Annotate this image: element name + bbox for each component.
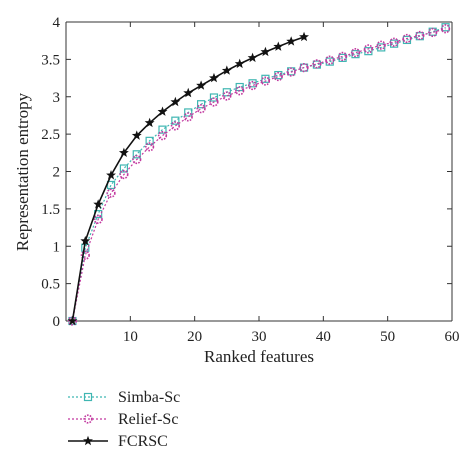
data-point-fcrsc (209, 72, 219, 83)
legend-item-fcrsc: FCRSC (68, 433, 168, 450)
data-point-fcrsc (196, 80, 207, 90)
data-point-relief-sc (389, 37, 399, 47)
data-point-relief-sc (222, 91, 232, 101)
data-point-fcrsc (273, 41, 284, 51)
data-point-relief-sc (312, 59, 322, 69)
legend-marker-relief-sc (83, 414, 93, 424)
data-point-relief-sc (428, 27, 438, 38)
data-point-relief-sc (273, 71, 283, 82)
legend-item-relief-sc: Relief-Sc (68, 411, 178, 428)
data-point-relief-sc (157, 131, 168, 141)
legend-label-simba-sc: Simba-Sc (118, 389, 180, 406)
x-axis-label: Ranked features (204, 347, 314, 366)
y-axis-ticks: 0 0.5 1 1.5 2 2.5 3 3.5 4 (41, 15, 452, 330)
data-point-fcrsc (157, 106, 168, 116)
data-point-relief-sc (350, 48, 361, 58)
data-point-fcrsc (260, 46, 271, 57)
y-tick-label: 3 (53, 90, 61, 106)
data-point-relief-sc (440, 24, 451, 34)
data-point-relief-sc (260, 76, 271, 86)
y-tick-label: 1.5 (41, 202, 60, 218)
data-point-relief-sc (247, 80, 258, 91)
x-tick-label: 50 (380, 329, 395, 345)
y-tick-label: 2.5 (41, 127, 60, 143)
series-fcrsc (67, 31, 309, 326)
data-point-simba-sc (158, 125, 167, 134)
data-point-fcrsc (234, 58, 245, 69)
data-point-fcrsc (170, 96, 181, 107)
data-point-fcrsc (80, 235, 91, 246)
series-relief-sc (67, 24, 451, 326)
legend-item-simba-sc: Simba-Sc (68, 389, 180, 406)
series-simba-sc (68, 23, 450, 326)
y-tick-label: 0 (53, 314, 61, 330)
data-point-simba-sc (441, 23, 450, 32)
data-point-simba-sc (171, 116, 180, 125)
data-point-simba-sc (209, 93, 219, 102)
data-point-fcrsc (247, 52, 258, 63)
legend-marker-fcrsc (83, 435, 93, 446)
data-point-fcrsc (286, 36, 297, 46)
x-axis-ticks: 10 20 30 40 50 60 (123, 22, 460, 345)
data-point-relief-sc (376, 40, 386, 50)
y-tick-label: 3.5 (41, 52, 60, 68)
data-point-relief-sc (145, 142, 155, 152)
y-tick-label: 1 (53, 239, 61, 255)
data-point-fcrsc (131, 130, 142, 140)
data-point-fcrsc (67, 315, 78, 326)
data-point-simba-sc (197, 100, 206, 109)
data-point-fcrsc (221, 65, 232, 75)
data-point-relief-sc (196, 104, 206, 114)
data-point-relief-sc (132, 154, 142, 165)
y-tick-label: 0.5 (41, 277, 60, 293)
data-point-fcrsc (144, 117, 155, 128)
data-point-relief-sc (106, 188, 116, 198)
x-tick-label: 60 (445, 329, 460, 345)
y-axis-label: Representation entropy (13, 92, 32, 251)
data-point-simba-sc (132, 150, 141, 159)
data-point-relief-sc (299, 62, 309, 73)
x-tick-label: 40 (316, 329, 331, 345)
data-point-simba-sc (274, 70, 283, 80)
legend-label-fcrsc: FCRSC (118, 433, 168, 450)
data-point-fcrsc (106, 170, 116, 180)
x-tick-label: 20 (187, 329, 202, 345)
data-point-relief-sc (338, 51, 348, 61)
data-point-relief-sc (286, 67, 296, 77)
data-point-relief-sc (325, 55, 335, 65)
data-point-relief-sc (170, 121, 180, 131)
data-point-fcrsc (183, 87, 194, 98)
data-point-relief-sc (209, 97, 219, 107)
data-point-relief-sc (402, 33, 412, 44)
data-point-simba-sc (222, 88, 231, 97)
data-point-fcrsc (93, 199, 104, 209)
data-point-fcrsc (299, 31, 309, 42)
series-layer (67, 23, 451, 326)
data-point-relief-sc (119, 169, 129, 180)
data-point-simba-sc (145, 136, 154, 145)
data-point-relief-sc (93, 214, 103, 224)
y-tick-label: 2 (53, 165, 61, 181)
data-point-relief-sc (183, 112, 193, 122)
data-point-simba-sc (184, 108, 193, 117)
legend-label-relief-sc: Relief-Sc (118, 411, 178, 428)
data-point-simba-sc (119, 164, 129, 173)
data-point-relief-sc (363, 44, 373, 54)
legend-marker-simba-sc (83, 392, 93, 402)
data-point-relief-sc (235, 86, 245, 96)
data-point-relief-sc (415, 30, 425, 41)
x-tick-label: 10 (123, 329, 138, 345)
x-tick-label: 30 (252, 329, 267, 345)
data-point-relief-sc (80, 250, 90, 260)
y-tick-label: 4 (53, 15, 61, 31)
data-point-fcrsc (118, 147, 129, 158)
legend: Simba-Sc Relief-Sc FCRSC (68, 389, 180, 450)
